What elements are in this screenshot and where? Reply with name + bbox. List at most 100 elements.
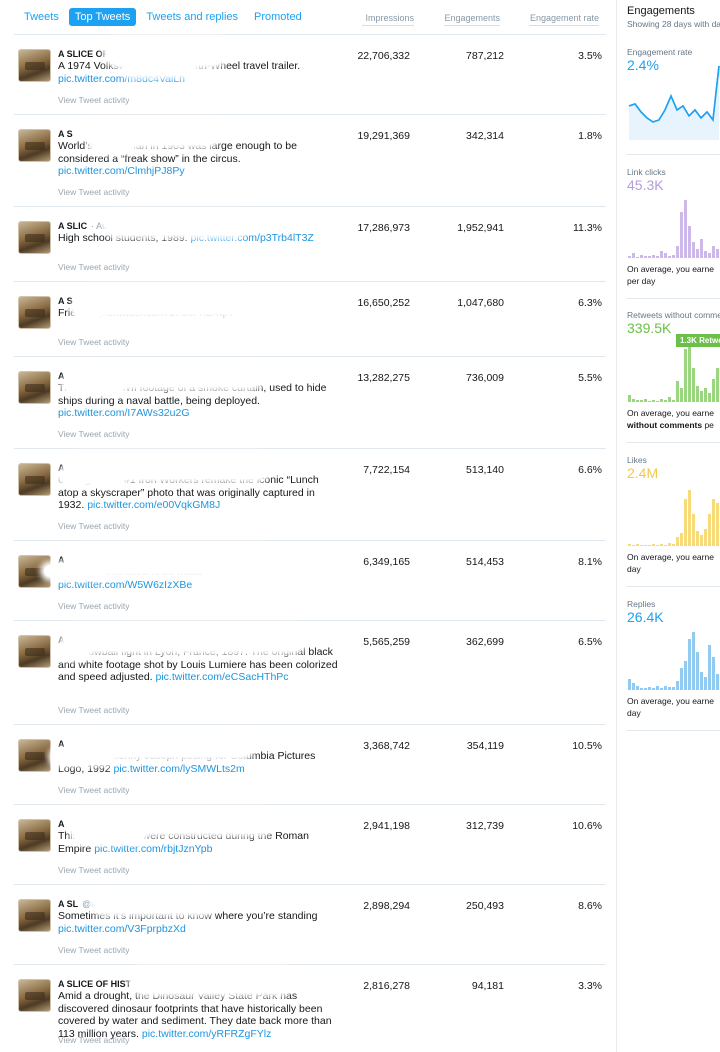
author-name[interactable]: A — [58, 371, 65, 381]
tweet-media-link[interactable]: pic.twitter.com/m8dc4ValLh — [58, 72, 186, 85]
tweet-author[interactable]: A SLIC· Aug 7 — [58, 221, 338, 232]
bar — [684, 349, 687, 402]
tweet-media-link[interactable]: pic.twitter.com/V3FprpbzXd — [58, 922, 186, 935]
author-name[interactable]: A SLIC — [58, 221, 88, 231]
engagement-rate-value: 3.3% — [578, 980, 602, 992]
tweet-author[interactable]: A — [58, 739, 338, 750]
bar — [688, 340, 691, 402]
bar — [664, 400, 667, 402]
tweet-media-link[interactable]: pic.twitter.com/ClmhjPJ8Py — [58, 165, 185, 178]
engagement-rate-value: 11.3% — [573, 222, 602, 234]
bar — [692, 242, 695, 258]
tweet-row[interactable]: A SLICE OF HIST· Aug 20 Amid a drought, … — [14, 965, 606, 1052]
author-name[interactable]: A — [58, 555, 65, 565]
retweets-note: On average, you earne without comments p… — [627, 407, 720, 431]
tweet-author[interactable]: A — [58, 555, 338, 566]
tab-top-tweets[interactable]: Top Tweets — [68, 8, 137, 26]
view-tweet-activity-link[interactable]: View Tweet activity — [58, 865, 130, 875]
tweet-author[interactable]: A — [58, 819, 338, 830]
profile-avatar[interactable] — [18, 371, 51, 404]
author-name[interactable]: A — [58, 463, 65, 473]
profile-avatar[interactable] — [18, 819, 51, 852]
author-name[interactable]: A S — [58, 296, 73, 306]
view-tweet-activity-link[interactable]: View Tweet activity — [58, 429, 130, 439]
view-tweet-activity-link[interactable]: View Tweet activity — [58, 785, 130, 795]
tweet-body: Sometimes it’s important to know where y… — [58, 910, 318, 922]
profile-avatar[interactable] — [18, 221, 51, 254]
tweet-media-link[interactable]: pic.twitter.com/I7AWs32u2G — [58, 407, 190, 420]
bar — [688, 226, 691, 258]
retweets-metric: Retweets without comme 339.5K — [627, 310, 720, 336]
view-tweet-activity-link[interactable]: View Tweet activity — [58, 187, 130, 197]
profile-avatar[interactable] — [18, 739, 51, 772]
bar — [668, 687, 671, 690]
tweet-media-link[interactable]: pic.twitter.com/e00VqkGM8J — [87, 499, 221, 512]
panel-divider — [616, 0, 617, 1052]
tweet-media-link[interactable]: pic.twitter.com/p3Trb4lT3Z — [190, 232, 314, 244]
engagements-header[interactable]: Engagements — [444, 13, 500, 26]
tweet-row[interactable]: A S Friend... pic.twitter.com/17SkFXB4qA… — [14, 282, 606, 357]
engagements-value: 354,119 — [466, 740, 504, 752]
profile-avatar[interactable] — [18, 463, 51, 496]
tweet-author[interactable]: A SLICE OF HISTORY — [58, 49, 338, 60]
tab-tweets-and-replies[interactable]: Tweets and replies — [146, 11, 239, 23]
view-tweet-activity-link[interactable]: View Tweet activity — [58, 705, 130, 715]
author-name[interactable]: A — [58, 819, 65, 829]
tab-tweets[interactable]: Tweets — [24, 11, 59, 23]
bar — [676, 381, 679, 402]
view-tweet-activity-link[interactable]: View Tweet activity — [58, 601, 130, 611]
tweet-row[interactable]: A S World’s fattest man in 1903 was larg… — [14, 115, 606, 207]
profile-avatar[interactable] — [18, 129, 51, 162]
profile-avatar[interactable] — [18, 979, 51, 1012]
tweet-row[interactable]: A SLIC· Aug 7 High school students, 1989… — [14, 207, 606, 282]
author-name[interactable]: A SL — [58, 899, 79, 909]
view-tweet-activity-link[interactable]: View Tweet activity — [58, 1035, 130, 1045]
tweet-media-link[interactable]: pic.twitter.com/yRFRZgFYlz — [141, 1027, 272, 1040]
tweet-media-link[interactable]: pic.twitter.com/W5W6zIzXBe — [58, 578, 193, 591]
impressions-header[interactable]: Impressions — [362, 13, 414, 26]
tweet-author[interactable]: A S — [58, 296, 338, 307]
profile-avatar[interactable] — [18, 899, 51, 932]
bar — [696, 386, 699, 402]
view-tweet-activity-link[interactable]: View Tweet activity — [58, 95, 130, 105]
tweet-row[interactable]: A 28-year old Jenny Joseph posing for Co… — [14, 725, 606, 805]
author-name[interactable]: A — [58, 739, 65, 749]
tweet-author[interactable]: A — [58, 635, 338, 646]
tweet-row[interactable]: A SLICE OF HISTORY A 1974 Volkswagen and… — [14, 35, 606, 115]
profile-avatar[interactable] — [18, 635, 51, 668]
tweet-author[interactable]: A — [58, 463, 338, 474]
profile-avatar[interactable] — [18, 296, 51, 329]
tweet-row[interactable]: A This is how roads were constructed dur… — [14, 805, 606, 885]
author-name[interactable]: A SLICE OF HIST — [58, 979, 132, 989]
tweet-row[interactable]: A This is Pre-WWII footage of a smoke cu… — [14, 357, 606, 449]
tweet-row[interactable]: A Old snowball fight in Lyon, France, 18… — [14, 621, 606, 725]
redaction-mark — [60, 471, 122, 483]
tweet-row[interactable]: A How cartoons used to be made pic.twitt… — [14, 541, 606, 621]
bar — [684, 200, 687, 258]
impressions-value: 22,706,332 — [357, 50, 410, 62]
metric-divider — [627, 442, 720, 443]
tweet-media-link[interactable]: pic.twitter.com/rbjtJznYpb — [94, 842, 213, 855]
likes-bars — [627, 490, 720, 546]
tweet-media-link[interactable]: pic.twitter.com/eCSacHThPc — [155, 671, 289, 684]
engagements-value: 342,314 — [466, 130, 504, 142]
profile-avatar[interactable] — [18, 49, 51, 82]
author-name[interactable]: A S — [58, 129, 73, 139]
metric-divider — [627, 298, 720, 299]
tweet-media-link[interactable]: pic.twitter.com/lySMWLts2m — [113, 762, 245, 775]
tab-promoted[interactable]: Promoted — [254, 11, 302, 23]
tweet-author[interactable]: A S — [58, 129, 338, 140]
likes-label: Likes — [627, 455, 647, 465]
tweet-row[interactable]: A Chicago local #1 Iron Workers remake t… — [14, 449, 606, 541]
author-name[interactable]: A — [58, 635, 65, 645]
tweet-row[interactable]: A SL@asliceofhistory · Aug 19 Sometimes … — [14, 885, 606, 965]
bar — [652, 688, 655, 690]
tweet-author[interactable]: A — [58, 371, 338, 382]
author-name[interactable]: A SLICE OF HISTORY — [58, 49, 151, 59]
view-tweet-activity-link[interactable]: View Tweet activity — [58, 945, 130, 955]
view-tweet-activity-link[interactable]: View Tweet activity — [58, 521, 130, 531]
view-tweet-activity-link[interactable]: View Tweet activity — [58, 262, 130, 272]
redaction-mark — [74, 829, 144, 841]
engagement-rate-header[interactable]: Engagement rate — [529, 13, 599, 26]
view-tweet-activity-link[interactable]: View Tweet activity — [58, 337, 130, 347]
